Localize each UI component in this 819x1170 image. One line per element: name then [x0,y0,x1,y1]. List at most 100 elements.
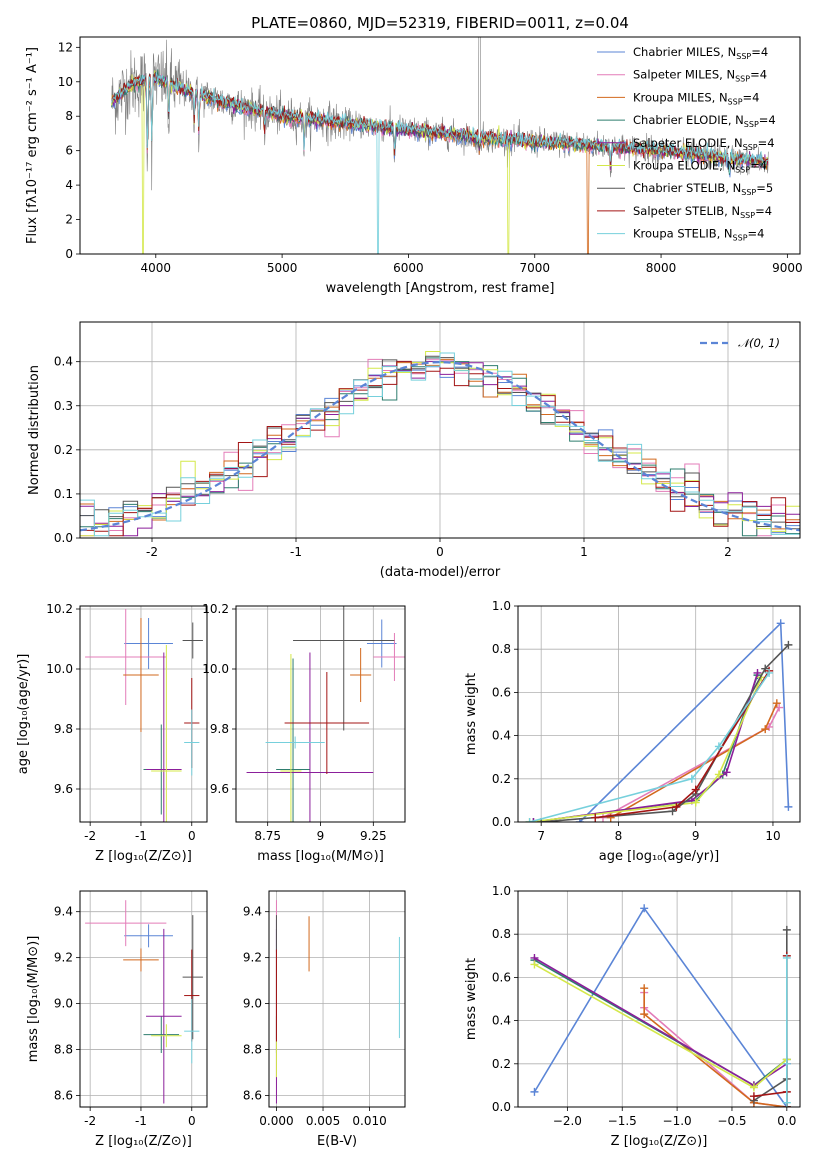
x-tick-label: 4000 [141,261,172,275]
x-tick-label: 8.75 [254,829,281,843]
y-tick-label: 9.6 [54,782,73,796]
series-point [749,1092,758,1101]
plot-area [246,606,405,822]
mass-weight-series-chabrier-stelib [537,640,793,822]
series-point [784,802,793,811]
spectrum-legend: Chabrier MILES, NSSP=4 Salpeter MILES, NS… [597,45,776,243]
error-bar-chabrier-elodie [143,1016,180,1053]
y-tick-label: 9.2 [243,951,262,965]
error-bar-kroupa-stelib [184,999,200,1064]
error-bar-salpeter-miles [85,609,167,705]
mass-weight-vs-metallicity-panel: −2.0 −1.5 −1.0 −0.5 0.0 0.0 0.2 0.4 0.6 0.8 1.0 Z [… [464,884,801,1149]
x-tick-label: 0.005 [306,1114,340,1128]
series-point [640,984,649,993]
x-tick-label: 10 [765,829,780,843]
residual-histogram-kroupa-stelib [80,352,800,537]
series-line [529,676,763,822]
series-line [643,988,787,1107]
residuals-panel: -2 -1 0 1 2 0.0 0.1 0.2 0.3 0.4 (data-model)/error… [27,321,801,580]
y-tick-label: 9.8 [210,722,229,736]
spectrum-title: PLATE=0860, MJD=52319, FIBERID=0011, z=0… [251,14,629,32]
x-tick-label: 1 [580,545,588,559]
legend-label: Kroupa STELIB, NSSP=4 [633,227,764,243]
series-line [534,963,788,1107]
series-point [776,619,785,628]
y-tick-label: 1.0 [492,884,511,898]
x-axis-label: wavelength [Angstrom, rest frame] [326,281,555,296]
error-bar-chabrier-elodie [276,658,310,822]
y-tick-label: 0.8 [492,927,511,941]
error-bar-chabrier-miles [124,618,173,669]
y-tick-label: 12 [58,40,73,54]
y-tick-label: 1.0 [492,599,511,613]
y-tick-label: 8.6 [243,1089,262,1103]
x-tick-label: 0 [436,545,444,559]
series-point [529,818,538,822]
series-point [784,640,793,649]
y-tick-label: 9.0 [243,997,262,1011]
series-line [643,992,787,1107]
series-point [782,953,791,962]
x-tick-label: −1.0 [663,1114,692,1128]
y-tick-label: 2 [65,213,73,227]
series-point [668,807,677,816]
y-axis-label: mass [log₁₀(M/M⊙)] [26,936,41,1063]
error-bar-kroupa-elodie [151,645,182,822]
y-tick-label: 9.0 [54,997,73,1011]
mass-weight-series-kroupa-stelib [782,953,791,1107]
x-tick-label: -2 [146,545,158,559]
series-point [761,725,770,734]
series-point [530,960,539,969]
residual-histogram-salpeter-stelib [80,360,800,537]
x-tick-label: −1.5 [608,1114,637,1128]
y-tick-label: 0.4 [54,355,73,369]
series-line [595,670,770,819]
y-tick-label: 0.6 [492,685,511,699]
series-line [533,906,788,1107]
error-bar-chabrier-stelib [182,622,203,659]
mass-vs-ebv-panel: 0.000 0.005 0.010 8.6 8.8 9.0 9.2 9.4 E(B-V) [243,890,406,1149]
x-tick-label: 8 [615,829,623,843]
y-tick-label: 0.1 [54,487,73,501]
y-axis-label: Normed distribution [27,365,42,495]
plot-area [85,609,203,822]
x-tick-label: -1 [135,1114,147,1128]
spectrum-panel: 4000 5000 6000 7000 8000 9000 0 2 4 6 8 10 12 wavelen… [25,36,803,296]
x-tick-label: -2 [84,1114,96,1128]
series-point [691,785,700,794]
legend-label: Chabrier ELODIE, NSSP=4 [633,113,776,129]
series-point [640,1010,649,1019]
x-tick-label: 9000 [772,261,803,275]
x-tick-label: 7 [537,829,545,843]
x-tick-label: 8000 [646,261,677,275]
series-point [782,925,791,934]
x-tick-label: −0.5 [717,1114,746,1128]
error-bar-kroupa-stelib [265,736,325,749]
normal-distribution-curve [80,360,800,532]
x-tick-label: 7000 [519,261,550,275]
legend-label: Kroupa MILES, NSSP=4 [633,90,759,106]
series-point [530,1087,539,1096]
y-tick-label: 8.8 [243,1043,262,1057]
mass-weight-series-salpeter-stelib [591,666,774,822]
y-tick-label: 0.0 [492,1100,511,1114]
y-tick-label: 0.3 [54,399,73,413]
y-axis-label: age [log₁₀(age/yr)] [16,654,31,775]
legend-label: Kroupa ELODIE, NSSP=4 [633,159,767,175]
y-tick-label: 0.4 [492,1014,511,1028]
residuals-legend: 𝒩(0, 1) [700,336,780,350]
y-tick-label: 9.8 [54,722,73,736]
age-vs-mass-panel: 8.75 9 9.25 9.6 9.8 10.0 10.2 mass [log₁₀(M/M⊙)… [202,602,406,864]
model-spectrum-kroupa-miles [111,74,769,254]
y-tick-label: 10 [58,75,73,89]
x-tick-label: -2 [84,829,96,843]
age-vs-metallicity-panel: -2 -1 0 9.6 9.8 10.0 10.2 Z [log₁₀(Z/Z⊙)] age [l… [16,602,208,864]
series-point [714,770,723,779]
series-point [782,1098,791,1107]
axes-frame [517,890,801,1108]
plot-area [530,904,791,1107]
y-tick-label: 8 [65,109,73,123]
y-axis-label: mass weight [464,958,479,1040]
series-line [533,674,759,822]
y-tick-label: 0.2 [492,1057,511,1071]
